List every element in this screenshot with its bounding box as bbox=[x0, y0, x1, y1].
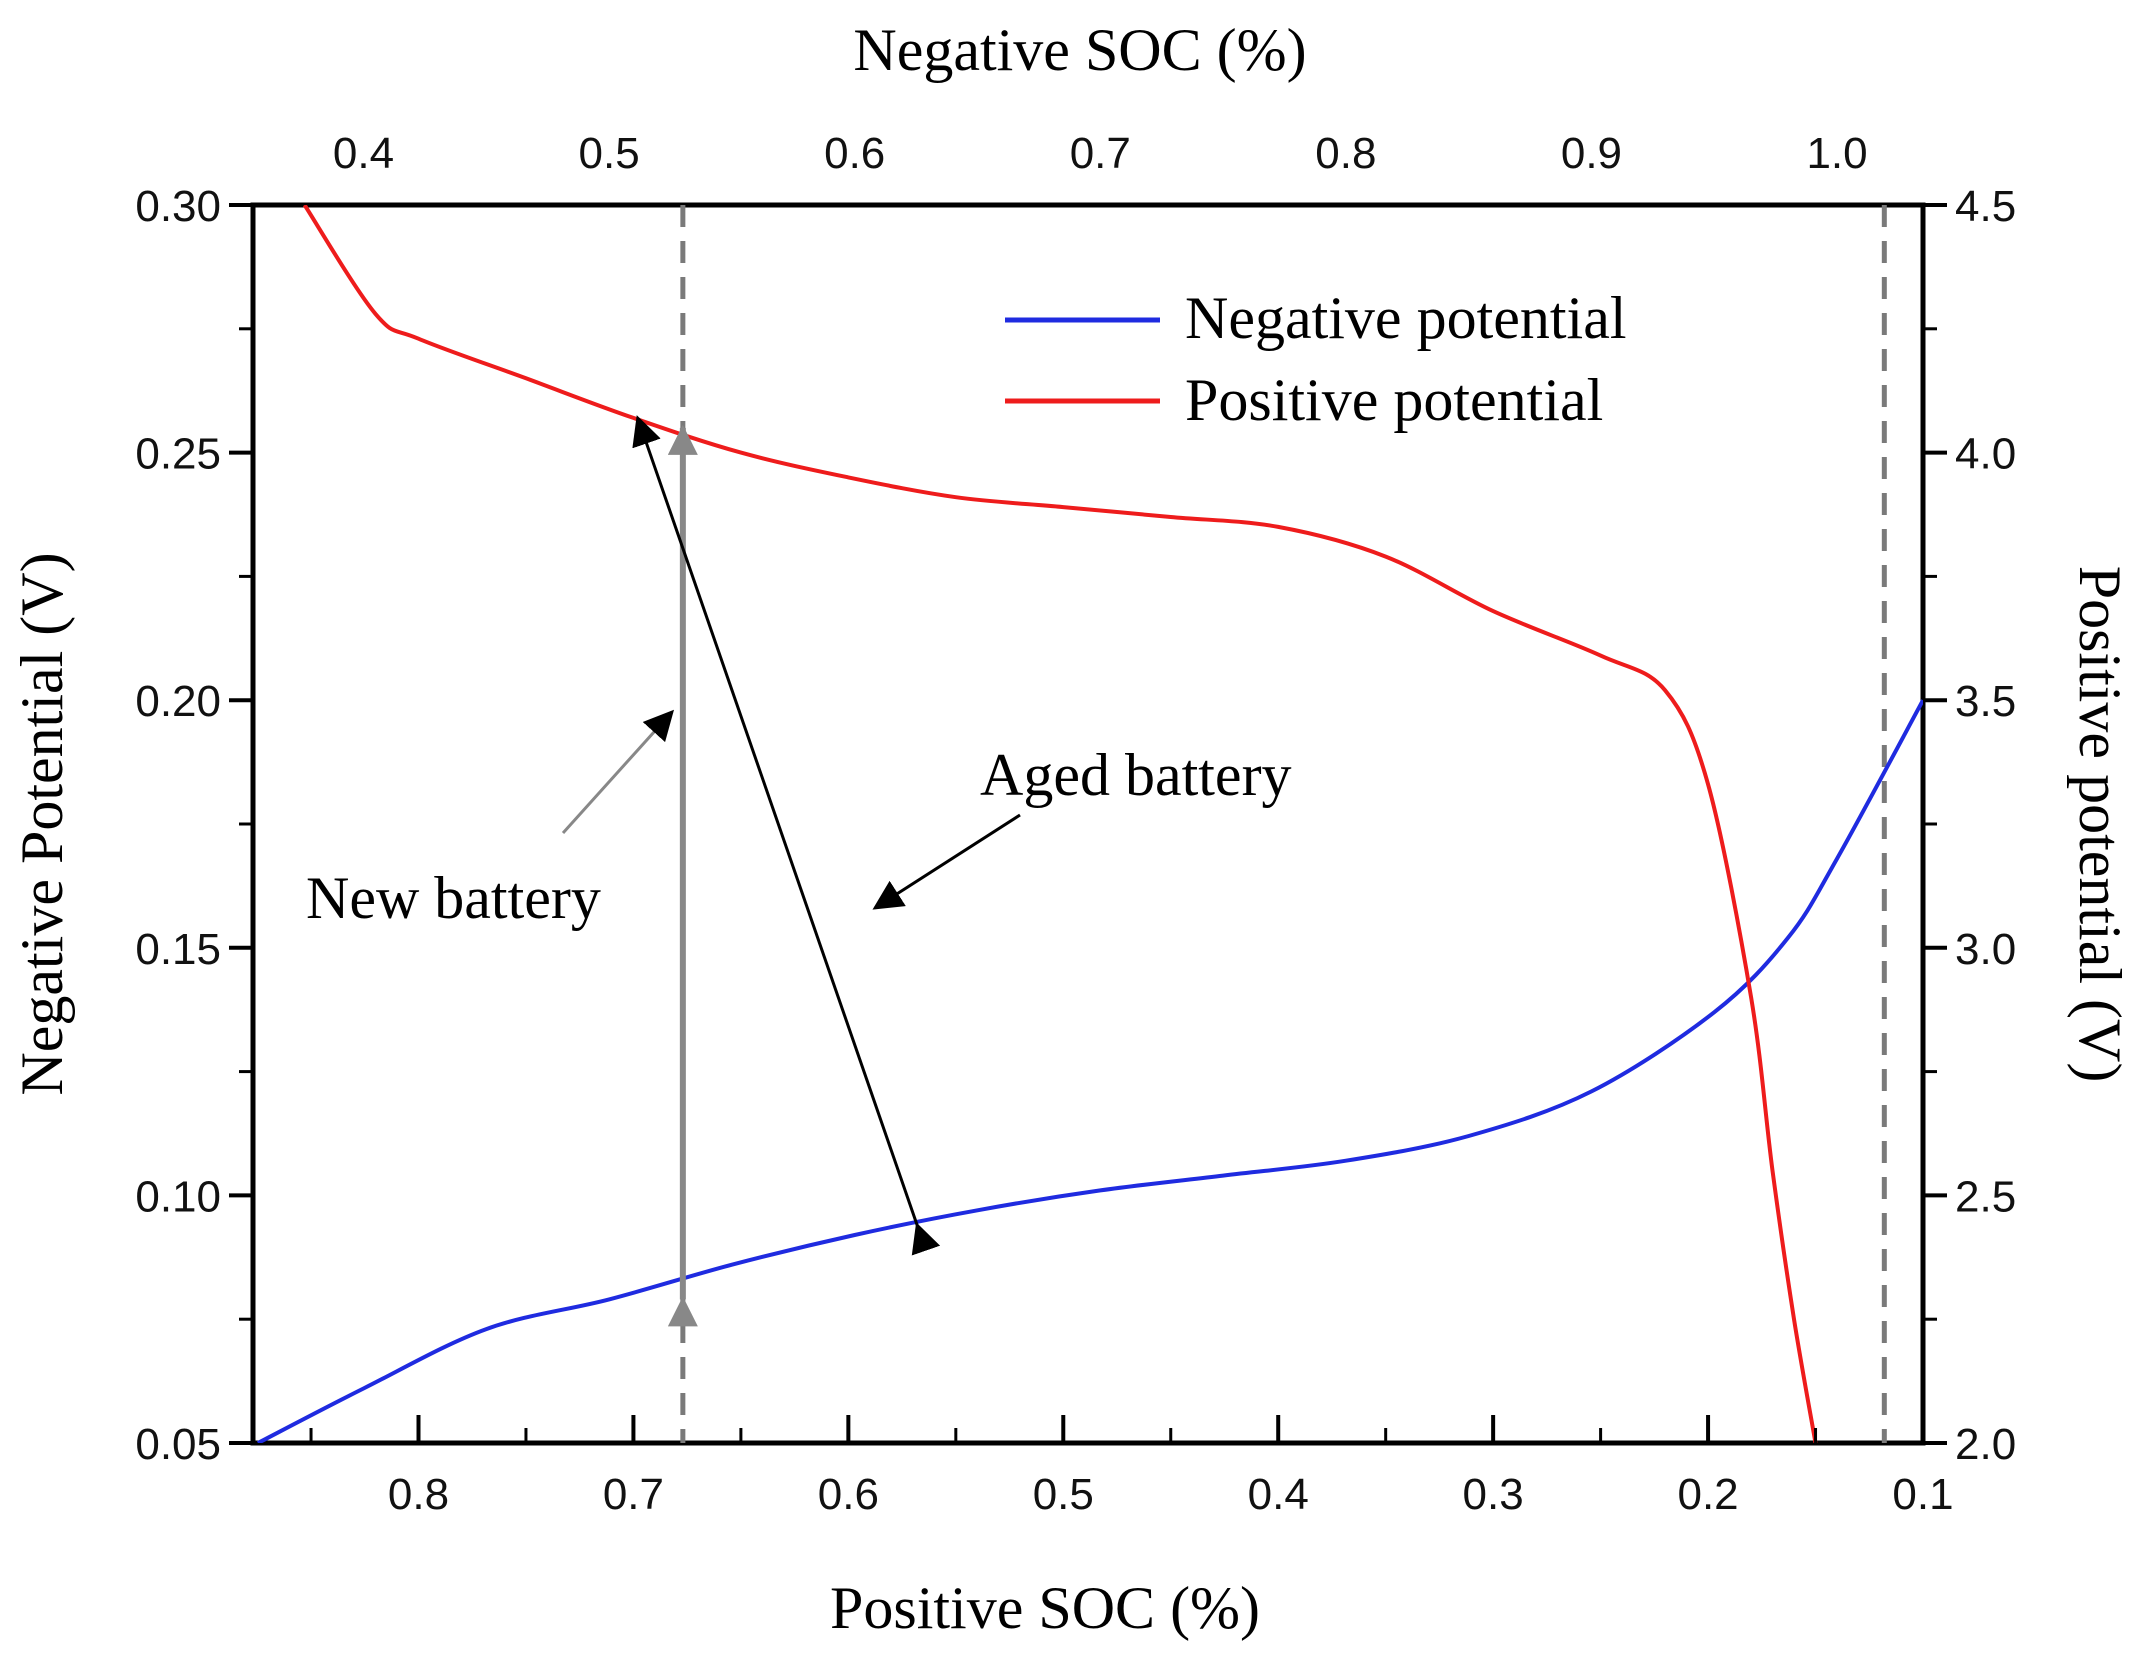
aged-battery-arrow bbox=[632, 415, 941, 1256]
legend: Negative potential Positive potential bbox=[1005, 285, 1627, 433]
right-tick-label: 2.5 bbox=[1955, 1172, 2016, 1221]
series-line-negative-potential bbox=[256, 699, 1923, 1443]
bottom-tick-label: 0.3 bbox=[1463, 1470, 1524, 1519]
plot-frame bbox=[250, 202, 1926, 1446]
left-tick-label: 0.05 bbox=[135, 1420, 221, 1469]
right-tick-label: 2.0 bbox=[1955, 1420, 2016, 1469]
aged-battery-label: Aged battery bbox=[980, 742, 1292, 808]
right-tick-label: 3.5 bbox=[1955, 677, 2016, 726]
bottom-tick-label: 0.6 bbox=[818, 1470, 879, 1519]
aged-battery-pointer bbox=[872, 813, 1021, 910]
bottom-tick-label: 0.1 bbox=[1892, 1470, 1953, 1519]
right-tick-label: 3.0 bbox=[1955, 925, 2016, 974]
right-tick-label: 4.0 bbox=[1955, 430, 2016, 479]
new-battery-label: New battery bbox=[306, 865, 601, 931]
top-tick-label: 0.7 bbox=[1070, 129, 1131, 178]
top-tick-label: 1.0 bbox=[1806, 129, 1867, 178]
left-tick-label: 0.25 bbox=[135, 430, 221, 479]
bottom-tick-label: 0.4 bbox=[1248, 1470, 1309, 1519]
top-tick-label: 0.8 bbox=[1315, 129, 1376, 178]
legend-label-negative: Negative potential bbox=[1185, 285, 1627, 351]
top-tick-label: 0.4 bbox=[333, 129, 394, 178]
left-tick-label: 0.15 bbox=[135, 925, 221, 974]
series-line-positive-potential bbox=[302, 205, 1818, 1443]
tick-labels: 0.8 0.7 0.6 0.5 0.4 0.3 0.2 0.1 0.4 0.5 0.6 0.7 0.8 0… bbox=[135, 129, 2016, 1519]
left-tick-label: 0.20 bbox=[135, 677, 221, 726]
bottom-tick-label: 0.5 bbox=[1033, 1470, 1094, 1519]
top-tick-label: 0.6 bbox=[824, 129, 885, 178]
left-tick-label: 0.10 bbox=[135, 1172, 221, 1221]
top-tick-label: 0.5 bbox=[579, 129, 640, 178]
series-lines bbox=[256, 205, 1923, 1443]
bottom-tick-label: 0.7 bbox=[603, 1470, 664, 1519]
bottom-tick-label: 0.8 bbox=[388, 1470, 449, 1519]
bottom-tick-label: 0.2 bbox=[1677, 1470, 1738, 1519]
new-battery-pointer bbox=[561, 709, 675, 835]
top-axis-title: Negative SOC (%) bbox=[853, 17, 1306, 83]
tick-marks bbox=[229, 203, 1947, 1445]
left-tick-label: 0.30 bbox=[135, 182, 221, 231]
right-axis-title: Positive potential (V) bbox=[2067, 566, 2133, 1083]
legend-label-positive: Positive potential bbox=[1185, 367, 1603, 433]
right-tick-label: 4.5 bbox=[1955, 182, 2016, 231]
top-tick-label: 0.9 bbox=[1561, 129, 1622, 178]
left-axis-title: Negative Potential (V) bbox=[9, 552, 75, 1095]
bottom-axis-title: Positive SOC (%) bbox=[830, 1575, 1260, 1641]
